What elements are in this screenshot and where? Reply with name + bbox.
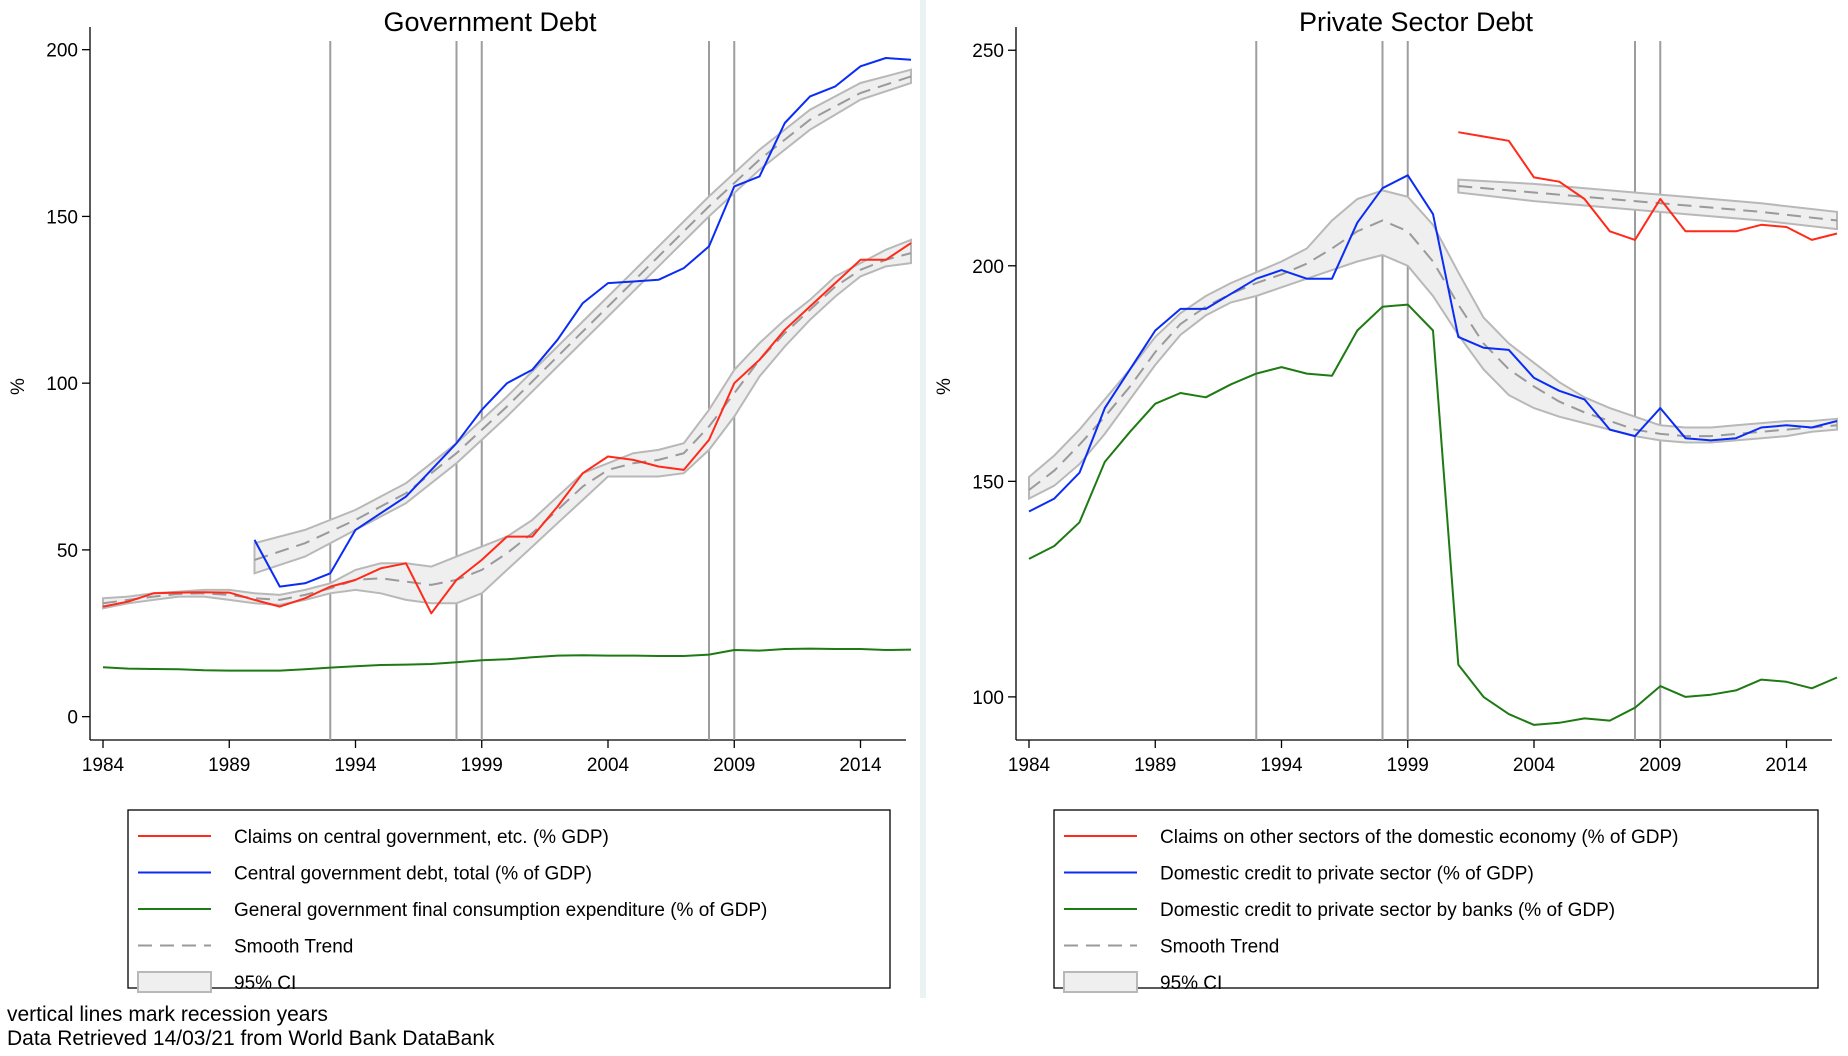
- x-tick-label: 1999: [461, 755, 503, 776]
- smooth-trend-line: [254, 75, 912, 561]
- ci-band: [1028, 189, 1838, 501]
- x-tick-label: 2014: [1765, 755, 1808, 776]
- x-tick-label: 1989: [1134, 755, 1176, 776]
- y-tick-label: 200: [972, 257, 1004, 278]
- x-tick-label: 1994: [1260, 755, 1303, 776]
- government-debt-chart: Government Debt 0 50 100 150 200 1984 1989 1994 1…: [8, 7, 912, 994]
- ci-band: [1457, 178, 1838, 231]
- legend-label: Domestic credit to private sector by ban…: [1160, 900, 1615, 921]
- legend-box: [1053, 809, 1819, 989]
- y-tick-label: 150: [46, 207, 78, 228]
- footnote-recession: vertical lines mark recession years: [7, 1003, 328, 1026]
- private-sector-debt-chart: Private Sector Debt 100 150 200 250 1984 1989 1…: [934, 7, 1838, 994]
- y-tick-label: 0: [67, 708, 78, 729]
- chart-title: Private Sector Debt: [1299, 7, 1534, 37]
- footnote-source: Data Retrieved 14/03/21 from World Bank …: [7, 1027, 495, 1050]
- y-axis-label: %: [8, 378, 29, 395]
- legend-label: Claims on other sectors of the domestic …: [1160, 827, 1678, 848]
- series-line-domestic-credit-to-private-sector-by-ban: [1028, 303, 1838, 726]
- smooth-trend-line: [1458, 185, 1838, 222]
- series-line-domestic-credit-to-private-sector-of-gdp: [1028, 174, 1838, 513]
- legend-label: Smooth Trend: [1160, 937, 1279, 958]
- series-line-claims-on-central-government-etc-gdp: [102, 242, 912, 615]
- private-sector-debt-panel: Private Sector Debt 100 150 200 250 1984 1989 1…: [926, 0, 1848, 998]
- legend-label: 95% CI: [234, 973, 296, 994]
- footer: [0, 998, 1848, 1056]
- legend-label: Claims on central government, etc. (% GD…: [234, 827, 609, 848]
- x-tick-label: 1984: [82, 755, 125, 776]
- series-line-claims-on-other-sectors-of-the-domestic-: [1458, 131, 1838, 241]
- legend-box: [127, 809, 891, 989]
- x-tick-label: 2009: [1639, 755, 1681, 776]
- ci-band: [102, 238, 912, 610]
- legend-label: 95% CI: [1160, 973, 1222, 994]
- x-tick-label: 2004: [1513, 755, 1556, 776]
- x-tick-label: 1999: [1387, 755, 1429, 776]
- y-tick-label: 150: [972, 472, 1004, 493]
- chart-title: Government Debt: [383, 7, 597, 37]
- y-axis-label: %: [934, 378, 955, 395]
- y-tick-label: 250: [972, 41, 1004, 62]
- y-tick-label: 100: [46, 374, 78, 395]
- legend-label: Smooth Trend: [234, 937, 353, 958]
- x-tick-label: 1984: [1008, 755, 1051, 776]
- series-line-central-government-debt-total-of-gdp: [253, 57, 912, 588]
- legend-label: General government final consumption exp…: [234, 900, 767, 921]
- legend-label: Central government debt, total (% of GDP…: [234, 864, 592, 885]
- x-tick-label: 2004: [587, 755, 630, 776]
- x-tick-label: 2009: [713, 755, 755, 776]
- y-tick-label: 100: [972, 688, 1004, 709]
- x-tick-label: 1994: [334, 755, 377, 776]
- legend-label: Domestic credit to private sector (% of …: [1160, 864, 1534, 885]
- smooth-trend-line: [1028, 219, 1838, 491]
- x-tick-label: 2014: [839, 755, 882, 776]
- y-tick-label: 200: [46, 41, 78, 62]
- series-line-general-government-final-consumption-exp: [102, 647, 912, 672]
- y-tick-label: 50: [57, 541, 78, 562]
- government-debt-panel: Government Debt 0 50 100 150 200 1984 1989 1994 1…: [0, 0, 920, 998]
- x-tick-label: 1989: [208, 755, 250, 776]
- legend-key-ci: [137, 971, 212, 993]
- ci-band: [253, 68, 912, 575]
- legend-key-ci: [1063, 971, 1138, 993]
